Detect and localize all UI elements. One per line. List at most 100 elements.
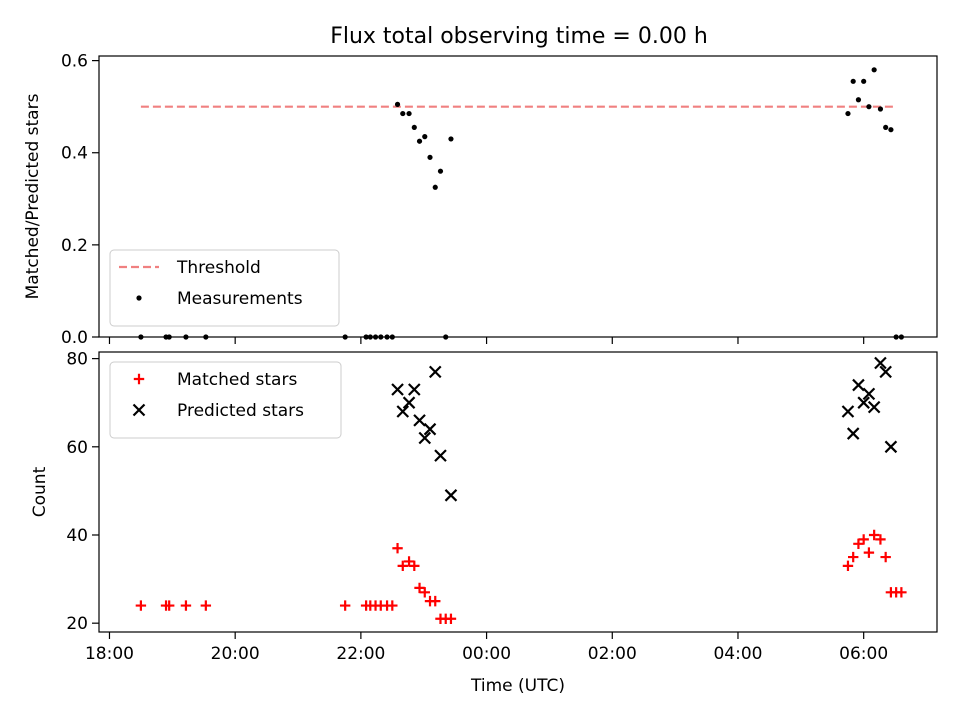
- data-point: [850, 78, 856, 84]
- data-point: [339, 600, 351, 611]
- data-point: [396, 405, 410, 418]
- y-tick-label: 0.2: [61, 236, 88, 256]
- data-point: [896, 587, 907, 598]
- y-tick-label: 0.0: [61, 328, 88, 348]
- data-point: [444, 489, 458, 502]
- data-point: [180, 600, 192, 611]
- legend-marker: [132, 403, 146, 417]
- data-point: [848, 551, 859, 563]
- data-point: [416, 138, 423, 144]
- x-tick-label: 06:00: [839, 644, 888, 664]
- plot-area: [135, 356, 907, 624]
- data-point: [841, 405, 855, 418]
- data-point: [866, 104, 872, 110]
- data-point: [413, 414, 426, 427]
- x-tick-label: 02:00: [588, 644, 637, 664]
- data-point: [448, 136, 454, 142]
- data-point: [888, 127, 894, 133]
- data-point: [391, 383, 404, 396]
- data-point: [857, 396, 870, 409]
- data-point: [414, 582, 425, 594]
- data-point: [437, 168, 444, 174]
- data-point: [867, 400, 881, 414]
- data-point: [884, 440, 898, 454]
- legend: Threshold Measurements: [109, 249, 340, 327]
- data-point: [871, 67, 877, 73]
- data-point: [432, 184, 438, 190]
- data-point: [428, 365, 442, 379]
- data-point: [861, 78, 867, 84]
- data-point: [400, 110, 406, 117]
- data-point: [397, 560, 408, 572]
- data-point: [402, 396, 416, 409]
- axes-frame: [98, 55, 938, 338]
- y-tick-label: 20: [66, 614, 88, 634]
- x-tick-label: 20:00: [211, 644, 260, 664]
- data-point: [394, 101, 401, 107]
- data-point: [877, 106, 884, 112]
- x-tick-label: 22:00: [336, 644, 385, 664]
- data-point: [852, 378, 865, 392]
- data-point: [862, 387, 876, 401]
- data-point: [200, 600, 212, 611]
- data-point: [409, 560, 420, 572]
- data-point: [427, 154, 433, 160]
- y-tick-label: 40: [66, 526, 88, 546]
- legend-box: [109, 361, 342, 439]
- data-point: [406, 110, 412, 117]
- chart-title: Flux total observing time = 0.00 h: [330, 24, 708, 49]
- data-point: [855, 97, 862, 103]
- series-matched-stars: [135, 529, 907, 624]
- top-panel: 0.0 0.2 0.4 0.6 Matched/Predicted stars Thres…: [23, 52, 938, 348]
- legend-label: Matched stars: [177, 370, 297, 390]
- data-point: [880, 551, 891, 563]
- y-tick-label: 0.4: [61, 144, 88, 164]
- data-point: [842, 560, 854, 572]
- data-point: [874, 356, 887, 370]
- y-tick-label: 0.6: [61, 52, 88, 72]
- data-point: [387, 600, 398, 611]
- legend-box: [109, 249, 340, 327]
- data-point: [863, 547, 875, 558]
- x-tick-label: 04:00: [713, 644, 762, 664]
- data-point: [419, 587, 430, 598]
- data-point: [423, 422, 437, 436]
- data-point: [868, 529, 880, 541]
- x-tick-label: 18:00: [85, 644, 134, 664]
- data-point: [403, 556, 415, 567]
- legend-marker: [136, 295, 142, 301]
- data-point: [135, 600, 147, 611]
- data-point: [883, 124, 889, 131]
- data-point: [858, 534, 869, 545]
- legend-marker: [133, 373, 145, 385]
- data-point: [845, 110, 851, 117]
- x-axis-label: Time (UTC): [470, 676, 565, 696]
- axes-frame: [98, 351, 938, 633]
- y-axis-label: Matched/Predicted stars: [23, 93, 43, 299]
- series-predicted-stars: [391, 356, 898, 502]
- y-tick-label: 60: [66, 438, 88, 458]
- x-tick-label: 00:00: [462, 644, 511, 664]
- legend: Matched stars Predicted stars: [109, 361, 342, 439]
- legend-label: Threshold: [176, 258, 261, 278]
- data-point: [430, 595, 441, 607]
- data-point: [163, 600, 175, 611]
- data-point: [875, 534, 886, 545]
- y-axis-label: Count: [30, 466, 50, 517]
- data-point: [846, 427, 860, 440]
- legend-label: Predicted stars: [177, 401, 304, 421]
- data-point: [853, 538, 864, 550]
- data-point: [408, 383, 421, 396]
- y-tick-label: 80: [66, 350, 88, 370]
- data-point: [392, 543, 403, 554]
- bottom-panel: 18:00 20:00 22:00 00:00 02:00 04:00 06:00 20 40 6…: [30, 350, 938, 696]
- data-point: [422, 134, 428, 140]
- data-point: [434, 449, 447, 462]
- data-point: [418, 431, 432, 445]
- data-point: [445, 613, 457, 624]
- legend-label: Measurements: [177, 289, 303, 309]
- data-point: [879, 365, 892, 379]
- data-point: [411, 124, 417, 131]
